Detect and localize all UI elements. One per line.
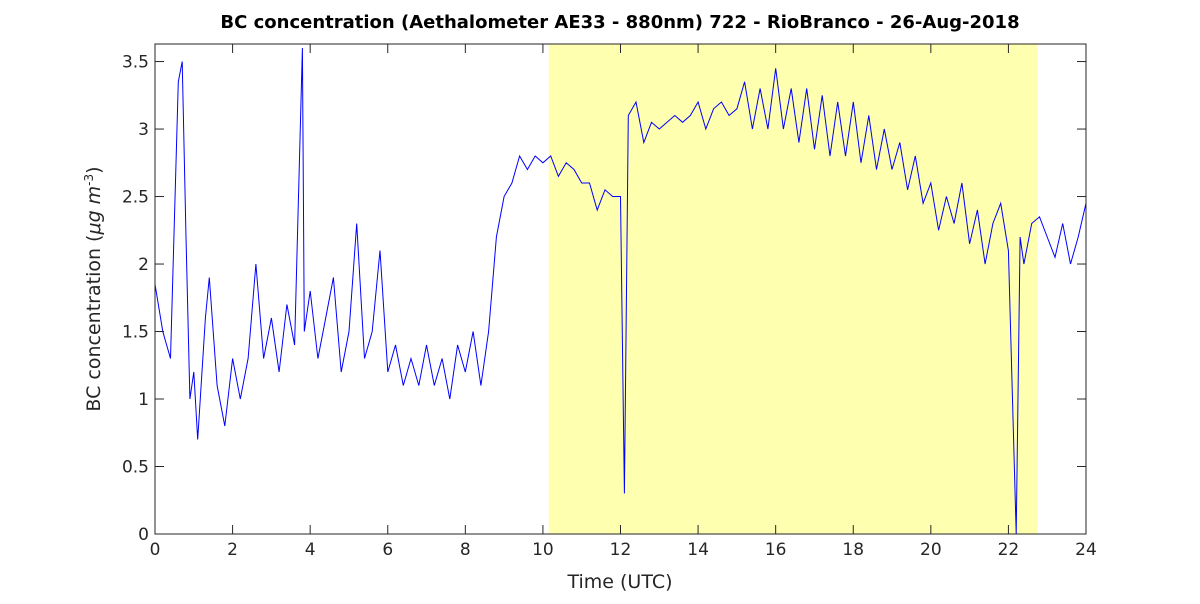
x-tick-label: 16 <box>765 540 787 560</box>
x-tick-label: 12 <box>610 540 632 560</box>
y-tick-label: 2.5 <box>122 188 149 208</box>
y-tick-label: 1 <box>138 390 149 410</box>
y-tick-label: 2 <box>138 255 149 275</box>
data-line <box>154 47 1087 535</box>
x-tick-label: 20 <box>920 540 942 560</box>
chart-title: BC concentration (Aethalometer AE33 - 88… <box>220 12 1019 33</box>
y-axis-label: BC concentration (μg m-3) <box>82 166 105 411</box>
x-tick-label: 4 <box>305 540 316 560</box>
y-label-unit: μg m <box>83 186 105 236</box>
y-label-close: ) <box>83 166 105 173</box>
shaded-region <box>548 44 1038 534</box>
x-tick-label: 24 <box>1075 540 1097 560</box>
x-tick-label: 6 <box>382 540 393 560</box>
x-tick-label: 14 <box>687 540 709 560</box>
y-label-text: BC concentration ( <box>83 235 105 412</box>
x-tick-label: 10 <box>532 540 554 560</box>
x-tick-label: 18 <box>842 540 864 560</box>
y-tick-label: 0 <box>138 525 149 545</box>
y-label-exponent: -3 <box>82 174 96 186</box>
x-tick-label: 0 <box>150 540 161 560</box>
y-tick-label: 3 <box>138 120 149 140</box>
x-tick-label: 2 <box>227 540 238 560</box>
x-tick-label: 8 <box>460 540 471 560</box>
x-axis-label: Time (UTC) <box>566 571 672 593</box>
y-tick-label: 1.5 <box>122 323 149 343</box>
y-tick-label: 3.5 <box>122 53 149 73</box>
x-tick-label: 22 <box>998 540 1020 560</box>
y-tick-label: 0.5 <box>122 458 149 478</box>
